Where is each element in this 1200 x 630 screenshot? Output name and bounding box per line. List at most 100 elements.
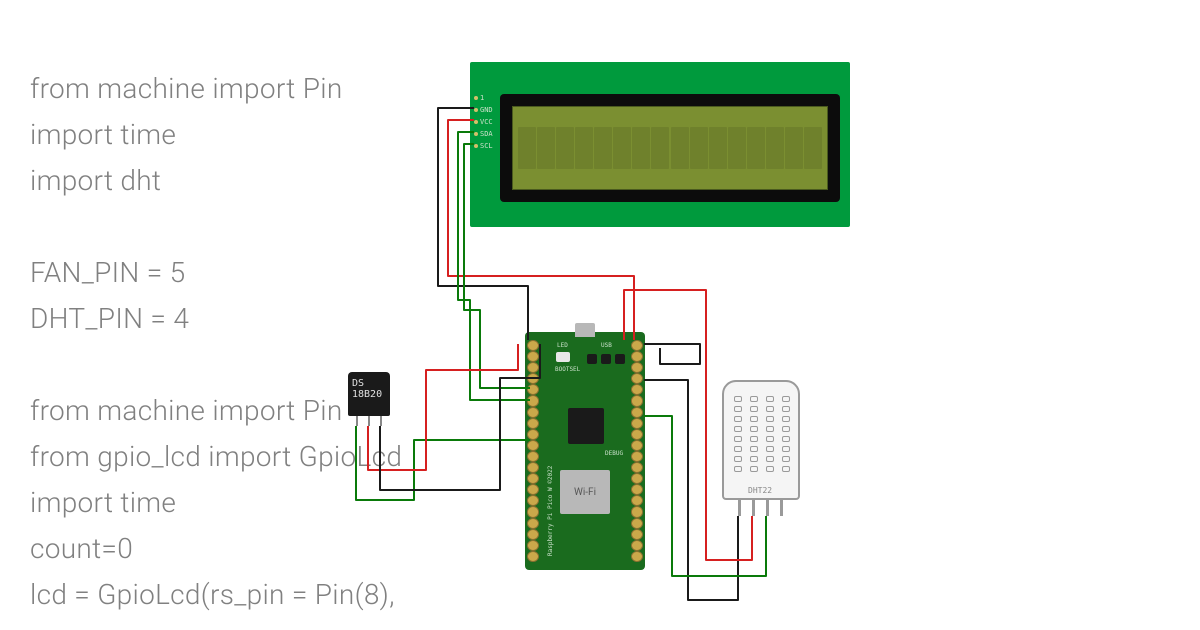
dht22-vent-slot bbox=[782, 426, 790, 432]
pico-pin bbox=[631, 429, 643, 440]
code-line: count=0 bbox=[30, 532, 133, 565]
pico-pin bbox=[631, 340, 643, 351]
lcd-pin-label: GND bbox=[480, 106, 493, 114]
dht22-vent-slot bbox=[734, 436, 742, 442]
code-line: from machine import Pin bbox=[30, 72, 343, 105]
lcd-char-cell bbox=[766, 127, 784, 169]
lcd-char-cell bbox=[518, 127, 536, 169]
dht22-lead bbox=[752, 500, 755, 516]
pico-pin bbox=[527, 407, 539, 418]
pico-pin bbox=[527, 362, 539, 373]
lcd-char-cell bbox=[575, 127, 593, 169]
code-line: from machine import Pin bbox=[30, 394, 343, 427]
lcd-char-cell bbox=[690, 127, 708, 169]
wire-black bbox=[644, 344, 700, 364]
pico-pin bbox=[631, 462, 643, 473]
raspberry-pi-pico-w bbox=[525, 332, 645, 570]
dht22-lead bbox=[738, 500, 741, 516]
lcd-pin-dot bbox=[474, 132, 478, 136]
dht22-vent-slot bbox=[750, 426, 758, 432]
lcd-screen bbox=[512, 106, 828, 190]
pico-usb-connector bbox=[575, 323, 595, 337]
dht22-vent-slot bbox=[750, 396, 758, 402]
dht22-vent-slot bbox=[782, 436, 790, 442]
pico-pin bbox=[631, 440, 643, 451]
pico-pin-row-right bbox=[631, 340, 643, 562]
lcd-char-cell bbox=[556, 127, 574, 169]
code-line: from gpio_lcd import GpioLcd bbox=[30, 440, 402, 473]
pico-pin bbox=[527, 495, 539, 506]
dht22-vent-slot bbox=[766, 426, 774, 432]
pico-pin bbox=[631, 495, 643, 506]
dht22-vent-slot bbox=[766, 416, 774, 422]
lcd-char-cell bbox=[785, 127, 803, 169]
dht22-vent-slot bbox=[766, 406, 774, 412]
dht22-vent-slot bbox=[734, 416, 742, 422]
code-line: import dht bbox=[30, 164, 161, 197]
pico-pin bbox=[631, 551, 643, 562]
lcd-pin-dot bbox=[474, 108, 478, 112]
dht22-label: DHT22 bbox=[748, 486, 772, 495]
lcd-char-cell bbox=[728, 127, 746, 169]
pico-pin bbox=[631, 473, 643, 484]
dht22-vent-slot bbox=[750, 436, 758, 442]
dht22-vent-slot bbox=[750, 466, 758, 472]
dht22-vent-slot bbox=[734, 456, 742, 462]
lcd-char-cell bbox=[632, 127, 650, 169]
lcd-pin-dot bbox=[474, 120, 478, 124]
ds18b20-label-1: DS bbox=[352, 378, 386, 389]
dht22-vent-slot bbox=[750, 446, 758, 452]
pico-wifi-label: Wi-Fi bbox=[574, 487, 596, 498]
lcd-char-cell bbox=[651, 127, 669, 169]
lcd-pin-label: SDA bbox=[480, 130, 493, 138]
lcd-pin-dot bbox=[474, 96, 478, 100]
ds18b20-sensor: DS 18B20 bbox=[348, 372, 390, 416]
pico-pin bbox=[527, 462, 539, 473]
lcd-char-cell bbox=[613, 127, 631, 169]
lcd-pin-label: SCL bbox=[480, 142, 493, 150]
ds18b20-lead bbox=[356, 416, 358, 426]
pico-pin bbox=[527, 506, 539, 517]
pico-board-text: Raspberry Pi Pico W ©2022 bbox=[547, 466, 554, 556]
pico-pin bbox=[631, 529, 643, 540]
code-line: lcd = GpioLcd(rs_pin = Pin(8), bbox=[30, 578, 395, 611]
pico-pin bbox=[527, 418, 539, 429]
dht22-vent-slot bbox=[766, 466, 774, 472]
pico-pin bbox=[527, 551, 539, 562]
pico-bootsel-button bbox=[556, 352, 570, 362]
pico-pin bbox=[527, 473, 539, 484]
lcd-char-cell bbox=[671, 127, 689, 169]
code-line: DHT_PIN = 4 bbox=[30, 302, 189, 335]
dht22-vent-slot bbox=[750, 416, 758, 422]
dht22-lead bbox=[780, 500, 783, 516]
lcd-char-cell bbox=[747, 127, 765, 169]
pico-pin bbox=[527, 340, 539, 351]
pico-wifi-module: Wi-Fi bbox=[560, 470, 610, 514]
pico-pin bbox=[631, 384, 643, 395]
lcd-char-cell bbox=[594, 127, 612, 169]
dht22-vent-slot bbox=[782, 466, 790, 472]
lcd-pin-dot bbox=[474, 144, 478, 148]
dht22-vent-slot bbox=[734, 426, 742, 432]
pico-pin-row-left bbox=[527, 340, 539, 562]
dht22-vent-slot bbox=[734, 396, 742, 402]
dht22-vent-slot bbox=[766, 396, 774, 402]
pico-component bbox=[587, 354, 597, 364]
pico-pin bbox=[631, 351, 643, 362]
pico-pin bbox=[527, 395, 539, 406]
lcd-pin-label: 1 bbox=[480, 94, 484, 102]
pico-component bbox=[601, 354, 611, 364]
pico-pin bbox=[527, 351, 539, 362]
code-line: FAN_PIN = 5 bbox=[30, 256, 185, 289]
ds18b20-label-2: 18B20 bbox=[352, 389, 386, 400]
pico-pin bbox=[631, 395, 643, 406]
pico-pin bbox=[527, 451, 539, 462]
lcd-pin-label: VCC bbox=[480, 118, 493, 126]
pico-pin bbox=[527, 529, 539, 540]
pico-pin bbox=[631, 362, 643, 373]
pico-pin bbox=[527, 518, 539, 529]
dht22-vent-slot bbox=[782, 406, 790, 412]
wire-black bbox=[380, 344, 540, 490]
pico-pin bbox=[527, 373, 539, 384]
pico-pin bbox=[527, 384, 539, 395]
